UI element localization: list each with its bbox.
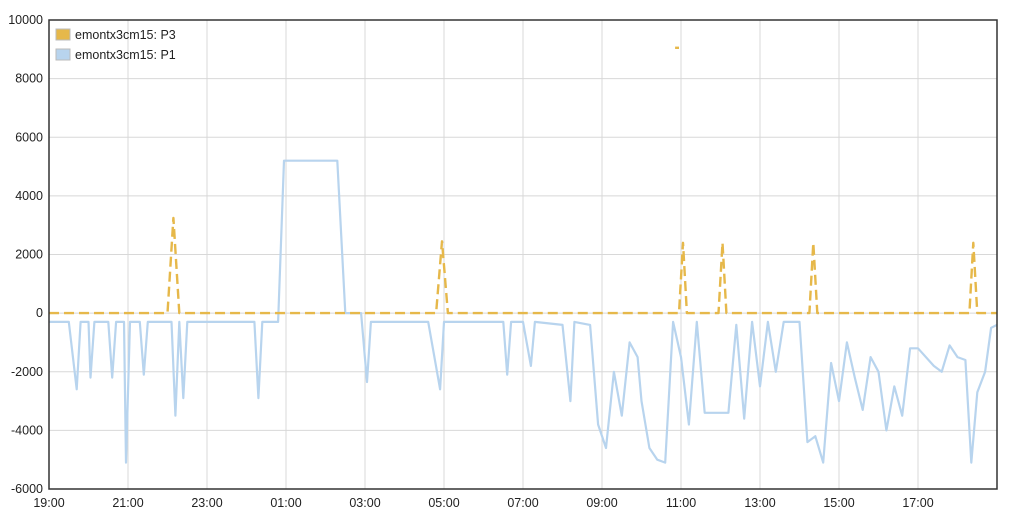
legend-label: emontx3cm15: P3 <box>75 28 176 42</box>
x-tick-label: 09:00 <box>586 496 617 510</box>
y-tick-label: 2000 <box>15 248 43 262</box>
x-tick-label: 21:00 <box>112 496 143 510</box>
series-line <box>49 159 998 464</box>
x-tick-label: 23:00 <box>191 496 222 510</box>
x-axis: 19:00 21:00 23:00 01:00 03:00 05:00 07:00 09:00… <box>33 496 933 510</box>
legend-label: emontx3cm15: P1 <box>75 48 176 62</box>
x-tick-label: 07:00 <box>507 496 538 510</box>
y-tick-label: 10000 <box>8 13 43 27</box>
x-tick-label: 11:00 <box>666 496 696 510</box>
legend-swatch <box>55 28 71 41</box>
series-line <box>49 216 997 315</box>
y-tick-label: -6000 <box>11 482 43 496</box>
x-tick-label: 17:00 <box>902 496 933 510</box>
x-tick-label: 01:00 <box>270 496 301 510</box>
y-tick-label: 8000 <box>15 72 43 86</box>
y-axis: 10000 8000 6000 4000 2000 0 -2000 -4000 -6000 <box>8 13 43 496</box>
y-tick-label: 6000 <box>15 130 43 144</box>
y-tick-label: -2000 <box>11 365 43 379</box>
series-layer <box>49 46 998 464</box>
legend-swatch <box>55 48 71 61</box>
grid <box>48 19 997 490</box>
x-tick-label: 19:00 <box>33 496 64 510</box>
x-tick-label: 15:00 <box>823 496 854 510</box>
x-tick-label: 13:00 <box>744 496 775 510</box>
plot-frame <box>48 19 998 490</box>
y-tick-label: -4000 <box>11 423 43 437</box>
x-tick-label: 05:00 <box>428 496 459 510</box>
legend: emontx3cm15: P3 emontx3cm15: P1 <box>55 28 176 62</box>
x-tick-label: 03:00 <box>349 496 380 510</box>
y-tick-label: 4000 <box>15 189 43 203</box>
y-tick-label: 0 <box>36 306 43 320</box>
